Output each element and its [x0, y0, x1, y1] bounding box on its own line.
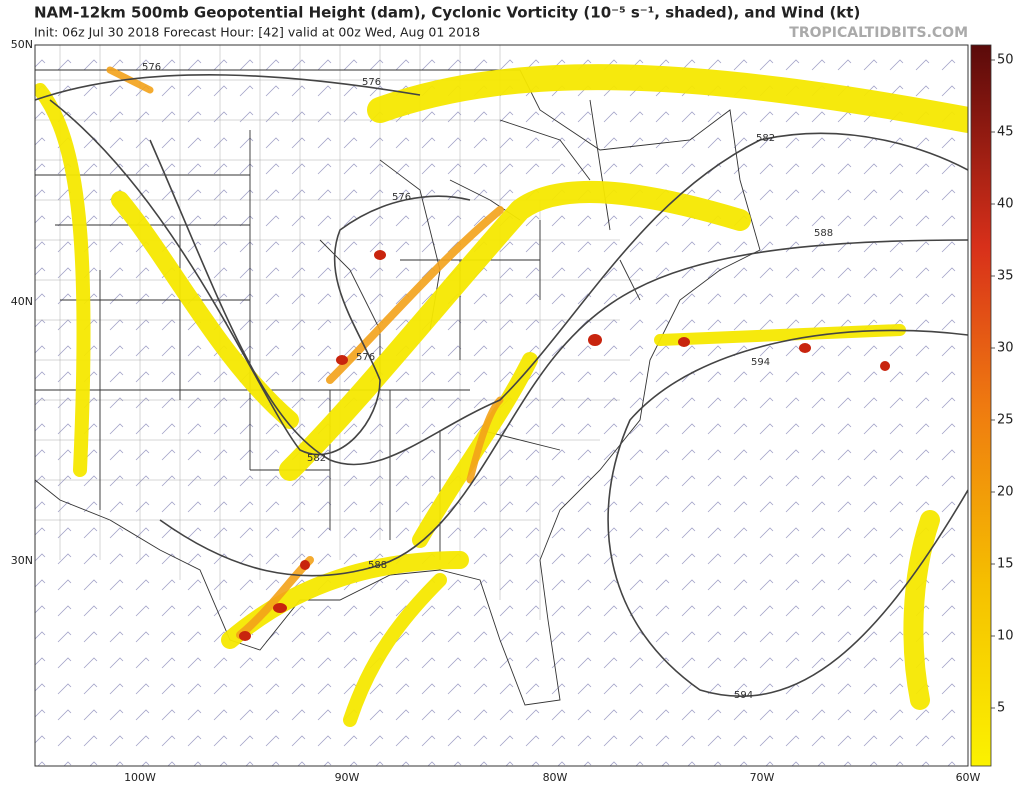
height-contour: [607, 329, 968, 698]
lon-label: 60W: [956, 771, 981, 784]
colorbar-label: 20: [997, 485, 1014, 500]
vorticity-band: [279, 180, 751, 481]
contour-label: 576: [142, 62, 161, 73]
vorticity-max: [799, 343, 811, 353]
lon-label: 90W: [335, 771, 360, 784]
vorticity-max: [336, 355, 348, 365]
vorticity-max: [273, 603, 287, 613]
vorticity-max: [678, 337, 690, 347]
lat-label: 30N: [11, 554, 33, 567]
contour-label: 582: [307, 453, 326, 464]
lat-label: 50N: [11, 38, 33, 51]
lat-label: 40N: [11, 295, 33, 308]
lon-label: 70W: [750, 771, 775, 784]
vorticity-max: [374, 250, 386, 260]
contour-label: 594: [751, 357, 770, 368]
contour-label: 582: [756, 133, 775, 144]
vorticity-band: [35, 83, 91, 477]
brand: TROPICALTIDBITS.COM: [789, 25, 968, 41]
colorbar-label: 45: [997, 125, 1014, 140]
map-title: NAM-12km 500mb Geopotential Height (dam)…: [34, 4, 860, 22]
contour-label: 576: [392, 192, 411, 203]
colorbar-label: 15: [997, 557, 1014, 572]
vorticity-band: [111, 191, 299, 429]
colorbar-label: 40: [997, 197, 1014, 212]
vorticity-max: [880, 361, 890, 371]
vorticity-core: [106, 66, 154, 94]
colorbar-label: 5: [997, 701, 1005, 716]
map: 576 576 576 576 582 582 588 588 594 594: [35, 45, 968, 766]
vorticity-core: [326, 206, 504, 384]
height-contour: [149, 132, 968, 466]
height-contour: [49, 99, 471, 456]
colorbar-label: 50: [997, 53, 1014, 68]
contour-label: 576: [362, 77, 381, 88]
lon-label: 100W: [124, 771, 156, 784]
contour-label: 594: [734, 690, 753, 701]
colorbar-scale: [970, 44, 992, 767]
contour-label: 588: [814, 228, 833, 239]
vorticity-max: [300, 560, 310, 570]
colorbar-label: 10: [997, 629, 1014, 644]
height-contour: [35, 74, 421, 101]
colorbar: 5 10 15 20 25 30 35 40 45 50: [970, 44, 1014, 767]
colorbar-label: 35: [997, 269, 1014, 284]
map-subtitle: Init: 06z Jul 30 2018 Forecast Hour: [42…: [34, 25, 480, 40]
lon-label: 80W: [543, 771, 568, 784]
vorticity-band: [367, 64, 968, 133]
contour-label: 576: [356, 352, 375, 363]
contour-label: 588: [368, 560, 387, 571]
vorticity-band: [903, 510, 940, 710]
colorbar-label: 30: [997, 341, 1014, 356]
vorticity-core: [466, 396, 504, 484]
vorticity-band: [343, 573, 447, 727]
height-contour: [159, 239, 968, 577]
vorticity-max: [588, 334, 602, 346]
vorticity-max: [239, 631, 251, 641]
colorbar-label: 25: [997, 413, 1014, 428]
map-frame: [34, 44, 969, 767]
